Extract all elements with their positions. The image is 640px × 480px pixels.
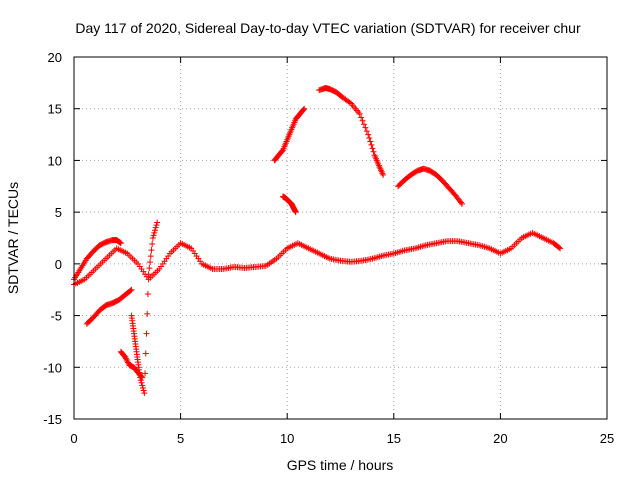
data-point [362,124,369,131]
series-arc-10h-upper [271,105,308,164]
data-point [363,128,370,135]
data-point [146,265,153,272]
data-point [370,148,377,155]
data-point [128,286,135,293]
data-point [154,219,161,226]
x-tick-label: 15 [387,431,401,446]
chart-title: Day 117 of 2020, Sidereal Day-to-day VTE… [75,20,581,36]
y-axis-label: SDTVAR / TECUs [5,182,21,294]
data-point [365,131,372,138]
data-point [139,384,146,391]
data-point [137,374,144,381]
data-point [279,147,286,154]
data-point [142,370,149,377]
data-point [368,141,375,148]
data-point [153,222,160,229]
series-arc-10h-lower [279,193,299,216]
data-point [556,244,563,251]
data-point [292,209,299,216]
data-point [147,253,154,260]
data-point [142,350,149,357]
data-point [557,245,564,252]
data-point [346,99,353,106]
data-point [367,138,374,145]
data-point [125,359,132,366]
data-point [122,355,129,362]
series-early-upper [71,237,124,283]
data-point [124,358,131,365]
data-point [139,382,146,389]
x-tick-label: 0 [70,431,77,446]
data-point [141,390,148,397]
data-point [122,353,129,360]
data-point [457,199,464,206]
data-points [71,85,564,397]
data-point [137,377,144,384]
data-point [149,241,156,248]
data-point [150,232,157,239]
axis-ticks: 0 5 10 15 20 25 -15 -10 -5 0 5 10 15 20 [43,50,614,446]
data-point [369,145,376,152]
y-tick-label: 10 [48,153,62,168]
data-point [145,271,152,278]
data-point [380,171,387,178]
data-point [152,227,159,234]
x-tick-label: 10 [280,431,294,446]
data-point [356,110,363,117]
data-point [152,224,159,231]
y-tick-label: 20 [48,50,62,65]
data-point [366,135,373,142]
data-point [117,240,124,247]
series-arc-16h [395,165,466,207]
x-tick-label: 5 [177,431,184,446]
data-point [459,200,466,207]
series-arc-12h [316,85,387,178]
data-point [144,310,151,317]
x-tick-label: 20 [493,431,507,446]
data-point [116,239,123,246]
y-tick-label: 15 [48,102,62,117]
plot-frame [73,56,608,420]
data-point [148,247,155,254]
series-main-band [71,229,564,288]
data-point [147,259,154,266]
data-point [140,387,147,394]
series-early-lower [83,286,135,327]
data-point [117,239,124,246]
data-point [301,105,308,112]
x-axis-label: GPS time / hours [287,457,394,473]
y-tick-label: 5 [55,205,62,220]
data-point [149,235,156,241]
data-point [358,114,365,121]
y-tick-label: 0 [55,257,62,272]
x-tick-label: 25 [600,431,614,446]
data-point [151,229,158,236]
data-point [144,291,151,298]
data-point [300,106,307,113]
y-tick-label: -10 [43,360,62,375]
data-point [138,379,145,386]
y-tick-label: -15 [43,412,62,427]
data-point [123,356,130,363]
data-point [359,117,366,124]
y-tick-label: -5 [50,309,62,324]
data-point [360,121,367,128]
series-morning-rise [128,219,161,397]
data-point [143,330,150,337]
data-point [127,287,134,294]
